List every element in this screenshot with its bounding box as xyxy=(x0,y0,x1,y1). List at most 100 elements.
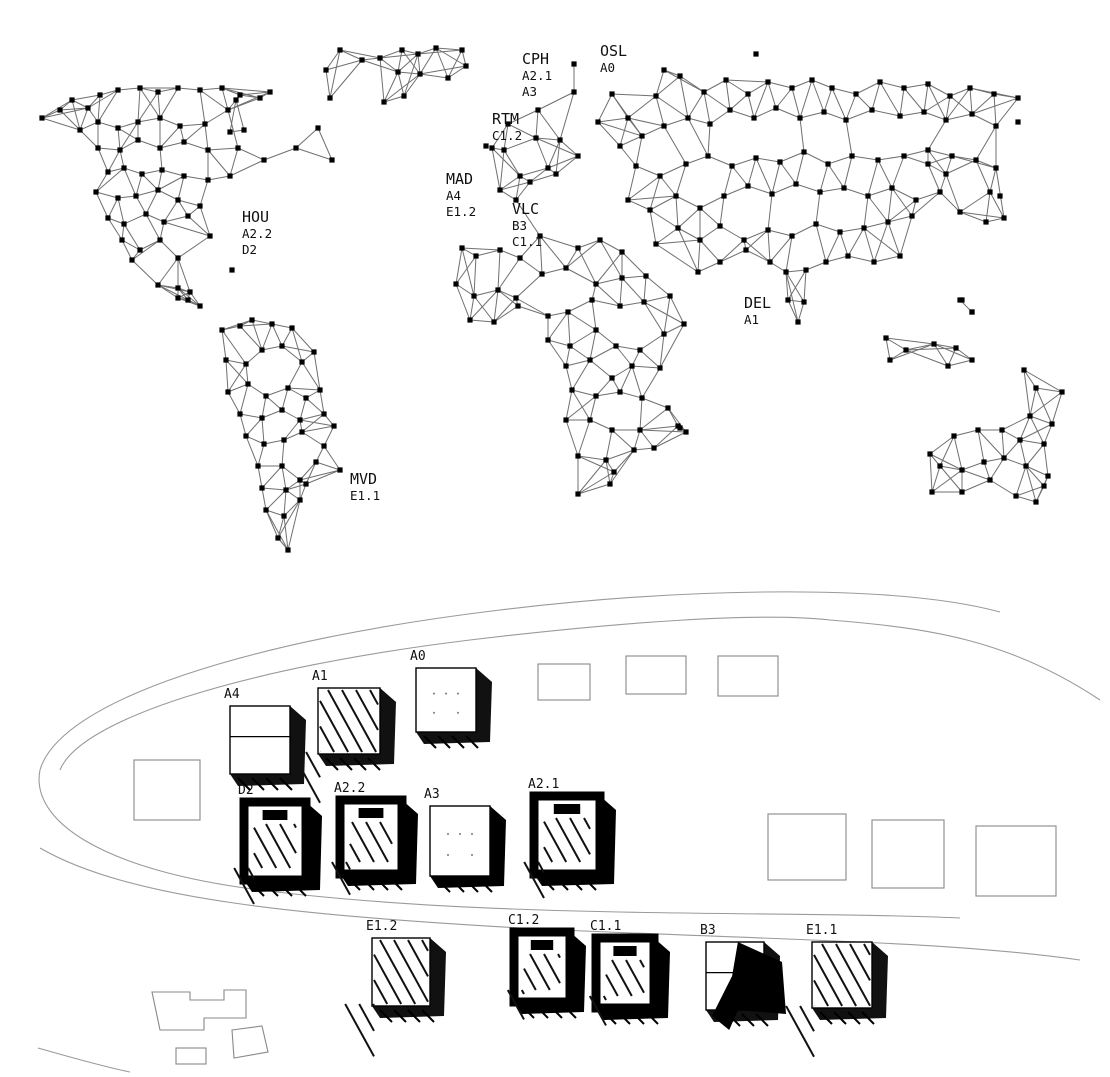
network-node xyxy=(157,115,163,121)
network-edge xyxy=(515,297,549,317)
network-node xyxy=(653,93,659,99)
site-roads xyxy=(37,591,1101,1073)
network-edge xyxy=(473,289,499,297)
network-node xyxy=(767,259,773,265)
network-node xyxy=(959,297,965,303)
network-edge xyxy=(659,333,665,369)
network-edge xyxy=(891,187,913,217)
network-node xyxy=(777,159,783,165)
hatch-line xyxy=(247,867,255,880)
network-node xyxy=(57,107,63,113)
shadow-line xyxy=(339,757,353,771)
project-code: A0 xyxy=(600,60,615,75)
network-node xyxy=(415,51,421,57)
network-edge xyxy=(959,191,991,213)
network-edge xyxy=(591,299,621,307)
building-roof xyxy=(371,937,431,1007)
hatch-line xyxy=(523,861,545,899)
network-node xyxy=(973,157,979,163)
hatch-line xyxy=(602,995,607,1001)
network-edge xyxy=(541,267,567,275)
road-outer-top xyxy=(39,591,1001,771)
network-node xyxy=(937,463,943,469)
network-edge xyxy=(669,295,685,325)
network-node xyxy=(765,79,771,85)
network-node xyxy=(717,223,723,229)
building-label: A1 xyxy=(312,669,328,684)
network-edge xyxy=(989,479,1017,497)
network-edge xyxy=(229,99,237,133)
network-edge xyxy=(767,81,793,89)
network-edge xyxy=(627,199,651,211)
network-edge xyxy=(455,255,477,285)
network-edge xyxy=(645,275,671,297)
building-label: C1.2 xyxy=(508,913,539,928)
network-edge xyxy=(843,155,853,189)
network-node xyxy=(841,185,847,191)
project-code: A1 xyxy=(744,312,759,327)
network-edge xyxy=(41,99,73,119)
network-node xyxy=(563,417,569,423)
network-edge xyxy=(117,197,125,225)
network-node xyxy=(563,363,569,369)
network-node xyxy=(751,115,757,121)
network-edge xyxy=(401,49,421,75)
network-node xyxy=(261,157,267,163)
network-node xyxy=(245,381,251,387)
network-node xyxy=(297,417,303,423)
building-label: C1.1 xyxy=(590,919,621,934)
network-edge xyxy=(595,377,613,397)
network-edge xyxy=(361,57,381,61)
network-edge xyxy=(753,81,769,119)
network-edge xyxy=(239,383,249,415)
network-edge xyxy=(265,489,287,511)
hatch-line xyxy=(849,943,871,981)
shadow-line xyxy=(375,877,389,891)
shadow-line xyxy=(265,777,279,791)
network-edge xyxy=(475,249,501,257)
network-edge xyxy=(1051,391,1063,425)
building-a3: A3 xyxy=(424,787,506,893)
network-edge xyxy=(325,59,363,71)
network-edge xyxy=(121,239,141,251)
hatch-line xyxy=(265,823,292,869)
network-edge xyxy=(41,107,89,119)
network-edge xyxy=(123,223,141,251)
network-edge xyxy=(703,79,727,93)
network-edge xyxy=(139,87,159,93)
network-node xyxy=(311,349,317,355)
network-node xyxy=(223,357,229,363)
network-edge xyxy=(107,217,125,225)
network-node xyxy=(229,267,235,273)
network-node xyxy=(593,281,599,287)
city-code: HOU xyxy=(242,208,269,226)
network-edge xyxy=(627,175,661,201)
network-edge xyxy=(301,425,335,433)
city-code: RTM xyxy=(492,110,519,128)
network-node xyxy=(497,187,503,193)
network-edge xyxy=(221,87,271,93)
network-node xyxy=(619,275,625,281)
hatch-line xyxy=(373,954,403,1005)
network-node xyxy=(517,255,523,261)
network-edge xyxy=(923,95,951,113)
network-edge xyxy=(157,189,179,201)
network-edge xyxy=(265,387,289,397)
network-edge xyxy=(627,165,637,201)
network-node xyxy=(359,57,365,63)
network-node xyxy=(243,361,249,367)
network-edge xyxy=(515,199,541,237)
network-edge xyxy=(903,155,929,165)
network-node xyxy=(279,407,285,413)
network-node xyxy=(1045,473,1051,479)
network-node xyxy=(921,109,927,115)
network-node xyxy=(959,489,965,495)
network-edge xyxy=(613,449,635,473)
network-node xyxy=(639,395,645,401)
building-frame xyxy=(509,927,575,1007)
network-edge xyxy=(589,419,613,431)
network-edge xyxy=(565,267,597,285)
network-edge xyxy=(245,435,265,445)
network-edge xyxy=(299,469,341,481)
network-edge xyxy=(825,231,841,263)
